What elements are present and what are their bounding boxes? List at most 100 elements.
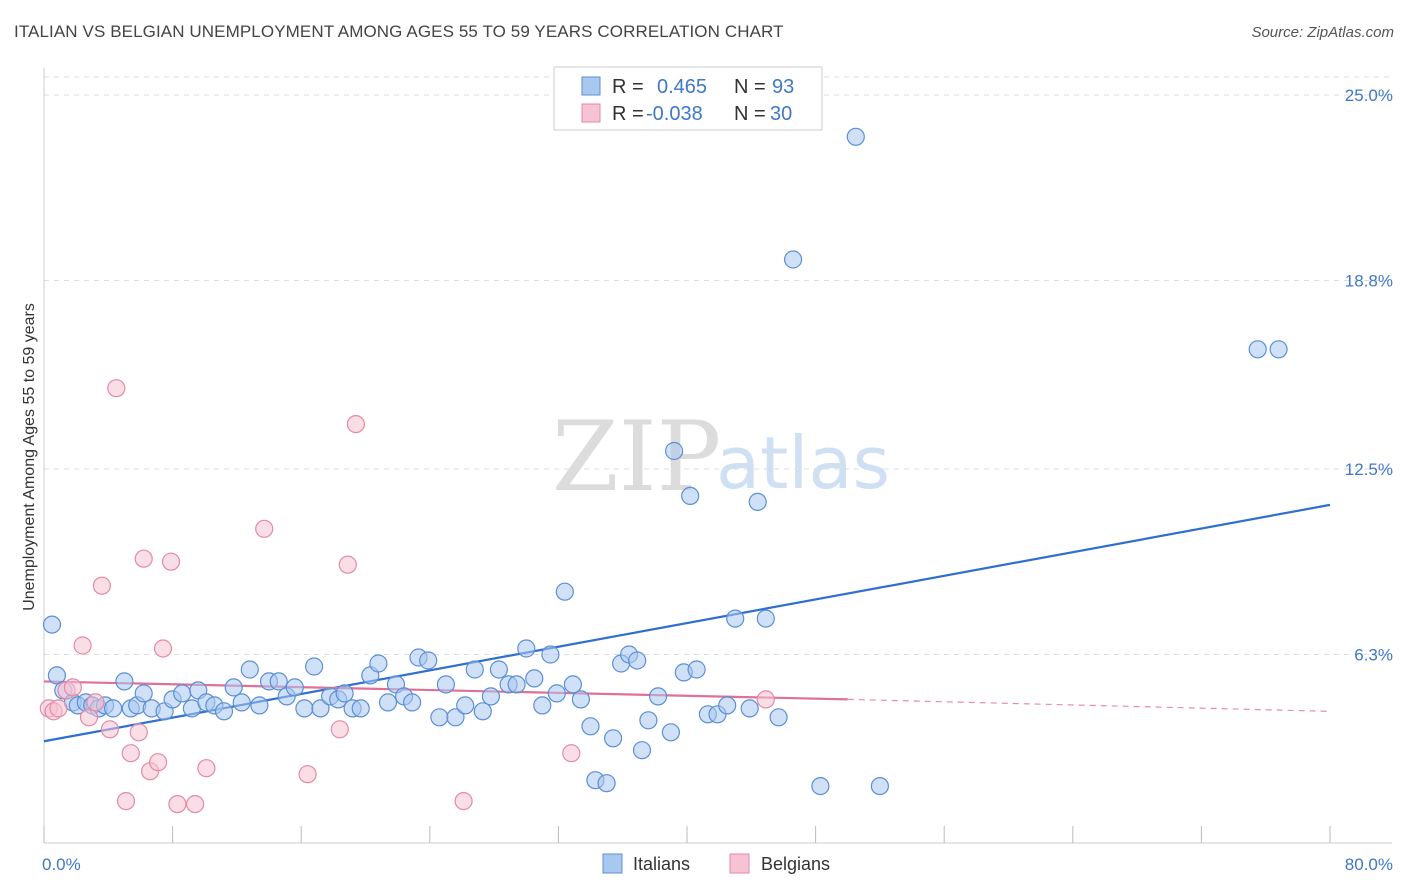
point-italians: [42, 615, 62, 634]
point-italians: [811, 776, 830, 796]
point-italians: [369, 654, 388, 673]
point-belgians: [149, 753, 168, 772]
point-italians: [335, 684, 354, 703]
point-italians: [224, 678, 243, 697]
point-italians: [173, 684, 192, 703]
legend-r-value-2: -0.038: [646, 103, 703, 125]
point-italians: [541, 645, 560, 664]
point-belgians: [330, 720, 349, 739]
point-italians: [664, 441, 684, 461]
point-belgians: [92, 576, 112, 595]
legend-r-label-2: R =: [612, 103, 644, 125]
point-belgians: [153, 639, 173, 658]
point-italians: [419, 651, 438, 670]
point-italians: [740, 699, 759, 718]
point-belgians: [756, 690, 775, 709]
point-italians: [628, 651, 647, 670]
point-italians: [769, 708, 788, 727]
point-italians: [232, 693, 251, 712]
point-italians: [783, 250, 803, 269]
point-italians: [555, 582, 574, 601]
x-tick-label-min: 0.0%: [42, 855, 81, 874]
y-axis-title: Unemployment Among Ages 55 to 59 years: [21, 303, 38, 611]
point-belgians: [86, 693, 105, 712]
point-italians: [687, 660, 706, 679]
point-italians: [465, 660, 484, 679]
point-belgians: [168, 794, 187, 814]
bottom-legend-swatch-italians: [602, 853, 623, 874]
legend-swatch-italians: [581, 76, 601, 96]
point-italians: [639, 711, 658, 730]
point-italians: [481, 687, 500, 706]
point-italians: [446, 708, 465, 727]
point-italians: [563, 675, 583, 694]
y-tick-label: 25.0%: [1345, 86, 1393, 105]
point-italians: [378, 693, 398, 712]
series-legend: Italians Belgians: [602, 853, 830, 874]
point-belgians: [161, 552, 181, 571]
bottom-legend-swatch-belgians: [729, 853, 750, 874]
point-italians: [681, 486, 700, 505]
point-belgians: [121, 744, 140, 763]
source-label: Source: ZipAtlas.com: [1251, 24, 1394, 41]
point-italians: [489, 660, 508, 679]
point-italians: [351, 699, 370, 718]
point-italians: [756, 609, 775, 628]
chart-title: ITALIAN VS BELGIAN UNEMPLOYMENT AMONG AG…: [14, 22, 784, 41]
y-tick-label: 12.5%: [1345, 460, 1393, 479]
legend-r-label-1: R =: [612, 76, 644, 98]
legend-n-label-1: N =: [734, 76, 766, 98]
point-italians: [134, 684, 153, 703]
legend-n-value-2: 30: [770, 103, 792, 125]
point-italians: [456, 696, 475, 715]
point-italians: [1269, 340, 1288, 359]
point-italians: [571, 690, 591, 709]
point-belgians: [197, 759, 216, 778]
point-belgians: [49, 699, 68, 718]
point-belgians: [107, 379, 126, 398]
point-belgians: [562, 744, 581, 763]
point-italians: [870, 776, 890, 796]
legend-r-value-1: 0.465: [657, 76, 707, 98]
point-italians: [473, 702, 492, 721]
point-italians: [748, 492, 767, 511]
point-italians: [403, 693, 422, 712]
point-italians: [632, 741, 652, 760]
point-italians: [718, 696, 737, 715]
point-italians: [240, 660, 259, 679]
point-italians: [597, 774, 616, 793]
point-italians: [115, 672, 134, 691]
point-italians: [430, 708, 449, 727]
point-belgians: [346, 415, 365, 434]
tick-labels: 6.3% 12.5% 18.8% 25.0% 0.0% 80.0%: [42, 86, 1393, 874]
point-italians: [648, 687, 668, 706]
point-belgians: [338, 555, 357, 574]
point-italians: [285, 678, 304, 697]
point-italians: [1248, 340, 1267, 359]
point-italians: [726, 609, 745, 628]
trendline-extension-belgians: [847, 698, 1331, 712]
x-tick-label-max: 80.0%: [1345, 855, 1393, 874]
bottom-legend-label-belgians: Belgians: [761, 854, 830, 874]
point-italians: [547, 684, 566, 703]
point-belgians: [100, 720, 120, 739]
bottom-legend-label-italians: Italians: [633, 854, 690, 874]
point-italians: [581, 717, 600, 736]
point-belgians: [63, 678, 83, 697]
point-italians: [103, 699, 123, 718]
point-italians: [295, 699, 314, 718]
point-italians: [517, 639, 536, 658]
y-tick-label: 18.8%: [1345, 271, 1393, 290]
point-belgians: [454, 791, 473, 811]
point-belgians: [298, 765, 317, 784]
point-italians: [603, 729, 623, 748]
legend-swatch-belgians: [581, 103, 601, 123]
point-belgians: [116, 791, 136, 811]
correlation-legend: R = 0.465 N = 93 R = -0.038 N = 30: [553, 66, 823, 131]
point-italians: [846, 127, 865, 146]
watermark-atlas: atlas: [716, 421, 890, 505]
point-italians: [436, 675, 455, 694]
legend-n-value-1: 93: [772, 76, 794, 98]
point-italians: [250, 696, 269, 715]
